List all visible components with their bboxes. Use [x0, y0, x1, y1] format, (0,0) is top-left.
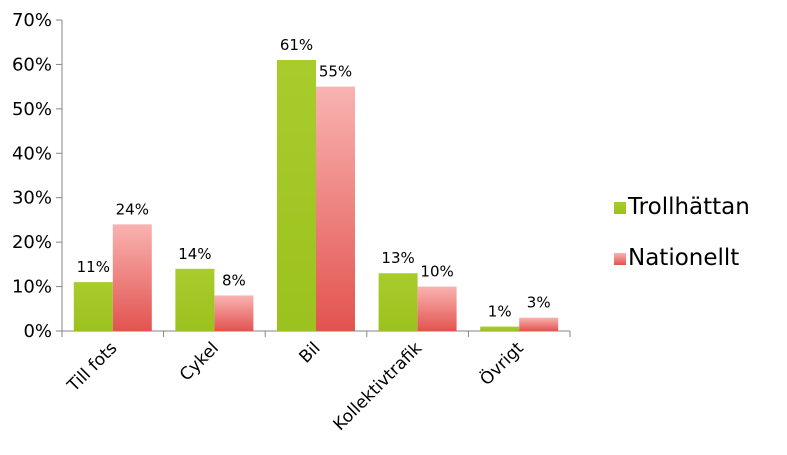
x-category-label: Kollektivtrafik	[330, 338, 427, 435]
x-category-label: Bil	[295, 338, 324, 367]
bar-nationellt	[214, 295, 254, 331]
x-category-label: Till fots	[63, 338, 121, 396]
y-tick-label: 20%	[12, 232, 52, 253]
y-tick-label: 60%	[12, 54, 52, 75]
legend-label: Trollhättan	[627, 194, 750, 220]
y-tick-label: 70%	[12, 10, 52, 31]
data-label: 13%	[381, 249, 414, 267]
data-label: 3%	[527, 294, 551, 312]
data-label: 11%	[77, 258, 110, 276]
y-tick-label: 50%	[12, 99, 52, 120]
data-label: 24%	[116, 200, 149, 218]
legend-label: Nationellt	[628, 245, 739, 271]
y-tick-label: 10%	[12, 277, 52, 298]
data-labels: 11% 14% 61% 13% 1% 24% 8% 55% 10% 3%	[77, 36, 551, 321]
x-axis: Till fots Cykel Bil Kollektivtrafik Övrigt	[61, 330, 571, 435]
bar-trollhattan	[480, 326, 520, 331]
bar-trollhattan	[378, 273, 418, 331]
data-label: 14%	[178, 245, 211, 263]
y-tick-label: 40%	[12, 143, 52, 164]
x-category-label: Övrigt	[475, 337, 528, 390]
y-tick-label: 0%	[23, 321, 52, 342]
legend: Trollhättan Nationellt	[614, 194, 750, 271]
x-category-label: Cykel	[176, 338, 223, 385]
y-axis: 0% 10% 20% 30% 40% 50% 60% 70%	[12, 10, 63, 342]
bar-trollhattan	[73, 282, 113, 331]
data-label: 61%	[280, 36, 313, 54]
legend-swatch	[614, 202, 626, 214]
bar-trollhattan	[277, 59, 316, 331]
data-label: 1%	[488, 303, 512, 321]
bar-nationellt	[519, 317, 559, 331]
data-label: 8%	[222, 271, 246, 289]
bar-nationellt	[112, 224, 152, 331]
bar-nationellt	[417, 286, 457, 331]
bars	[73, 59, 559, 332]
legend-swatch	[614, 253, 626, 265]
data-label: 55%	[319, 63, 352, 81]
bar-trollhattan	[175, 268, 215, 331]
y-tick-label: 30%	[12, 188, 52, 209]
bar-nationellt	[316, 86, 355, 332]
data-label: 10%	[420, 263, 453, 281]
